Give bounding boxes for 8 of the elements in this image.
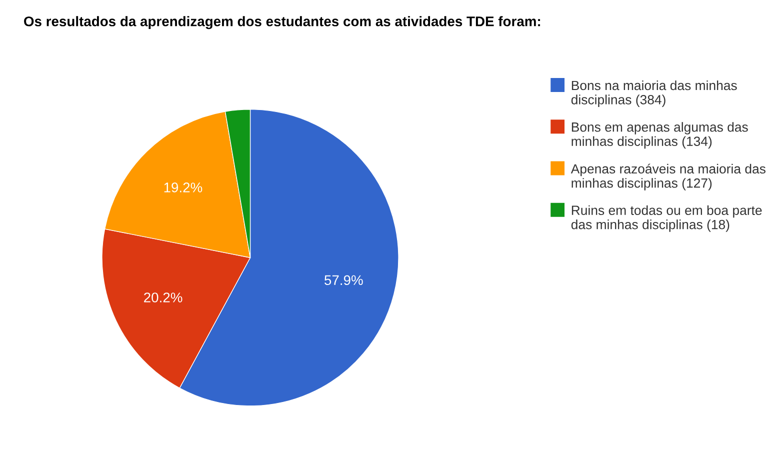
data-label: 57.9% [324, 275, 363, 286]
legend-label: Apenas razoáveis na maioria das minhas disciplinas (127) [570, 164, 766, 190]
legend-label: Bons na maioria das minhas disciplinas (384) [571, 80, 737, 107]
data-label: 19.2% [164, 182, 202, 192]
legend-label: Bons em apenas algumas das minhas disciplinas (134) [572, 122, 748, 149]
legend-label: Ruins em todas ou em boa parte das minhas disciplinas (18) [571, 205, 762, 232]
chart-title: Os resultados da aprendizagem dos estudantes com as atividades TDE foram: [24, 16, 540, 30]
data-label: 20.2% [144, 292, 182, 302]
